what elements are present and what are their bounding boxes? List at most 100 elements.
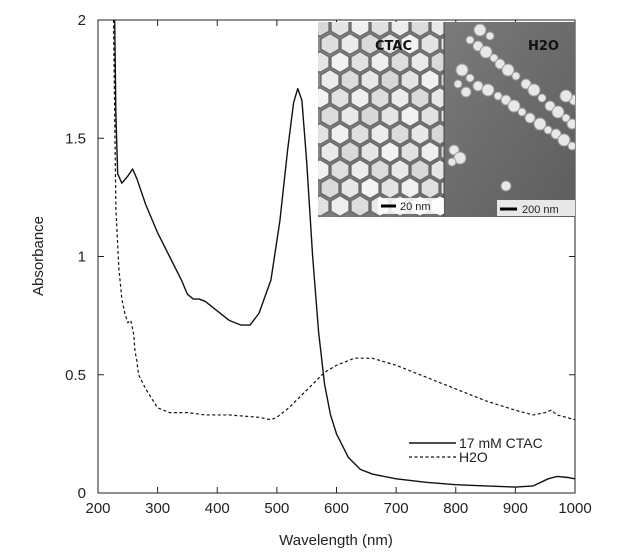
ctac-particle bbox=[318, 158, 330, 182]
h2o-particle bbox=[537, 93, 547, 103]
ctac-particle bbox=[390, 50, 410, 74]
h2o-particle bbox=[551, 105, 565, 119]
h2o-particle bbox=[561, 113, 571, 123]
h2o-particle bbox=[543, 125, 553, 135]
ctac-particle bbox=[390, 22, 410, 38]
ctac-particle bbox=[318, 122, 330, 146]
h2o-particle bbox=[559, 89, 573, 103]
ctac-particle bbox=[420, 140, 440, 164]
h2o-particle bbox=[511, 71, 521, 81]
ctac-particle bbox=[330, 22, 350, 38]
h2o-particle bbox=[460, 86, 472, 98]
h2o-particle bbox=[465, 73, 475, 83]
ctac-particle bbox=[400, 104, 420, 128]
h2o-particle bbox=[520, 78, 532, 90]
h2o-particle bbox=[517, 107, 527, 117]
h2o-particle bbox=[472, 80, 484, 92]
ctac-particle bbox=[320, 68, 340, 92]
ctac-particle bbox=[420, 32, 440, 56]
ctac-particle bbox=[390, 158, 410, 182]
ctac-particle bbox=[370, 50, 390, 74]
ctac-particle bbox=[350, 194, 370, 217]
h2o-particle bbox=[527, 83, 541, 97]
ctac-particle bbox=[380, 140, 400, 164]
h2o-particle bbox=[465, 35, 475, 45]
ctac-particle bbox=[330, 50, 350, 74]
ctac-particle bbox=[340, 176, 360, 200]
ctac-particle bbox=[430, 122, 444, 146]
h2o-particle bbox=[550, 128, 562, 140]
h2o-particle bbox=[481, 83, 495, 97]
x-tick-label: 400 bbox=[205, 500, 230, 517]
ctac-particle bbox=[420, 68, 440, 92]
ctac-particle bbox=[420, 176, 440, 200]
scale-bar-ctac-bg bbox=[378, 198, 444, 214]
y-tick-label: 0 bbox=[78, 485, 86, 502]
ctac-particle bbox=[320, 32, 340, 56]
y-tick-label: 1.5 bbox=[65, 130, 86, 147]
h2o-particle bbox=[533, 117, 547, 131]
ctac-particle bbox=[370, 86, 390, 110]
h2o-particle bbox=[485, 31, 495, 41]
ctac-particle bbox=[380, 32, 400, 56]
ctac-particle bbox=[350, 158, 370, 182]
y-axis-title: Absorbance bbox=[30, 216, 47, 296]
ctac-particle bbox=[360, 140, 380, 164]
legend-label-h2o: H2O bbox=[459, 449, 488, 465]
ctac-particle bbox=[320, 176, 340, 200]
h2o-particle bbox=[472, 40, 484, 52]
sem-image-h2o bbox=[444, 22, 575, 217]
ctac-particle bbox=[330, 86, 350, 110]
x-tick-label: 600 bbox=[324, 500, 349, 517]
ctac-particle bbox=[318, 22, 330, 38]
inset-label-h2o: H2O bbox=[528, 39, 559, 54]
h2o-particle bbox=[500, 94, 512, 106]
ctac-particle bbox=[330, 194, 350, 217]
ctac-particle bbox=[390, 86, 410, 110]
ctac-particle bbox=[440, 108, 444, 124]
ctac-particle bbox=[330, 122, 350, 146]
x-tick-label: 700 bbox=[384, 500, 409, 517]
ctac-particle bbox=[318, 50, 330, 74]
ctac-particle bbox=[380, 104, 400, 128]
ctac-particle bbox=[370, 158, 390, 182]
ctac-particle bbox=[340, 32, 360, 56]
ctac-particle bbox=[360, 32, 380, 56]
y-tick-label: 1 bbox=[78, 249, 86, 266]
h2o-particle bbox=[453, 79, 463, 89]
ctac-particle bbox=[430, 22, 444, 38]
h2o-particle bbox=[524, 112, 536, 124]
x-axis-ticks: 200 300 400 500 600 700 800 900 1000 bbox=[85, 20, 592, 517]
h2o-particle bbox=[566, 118, 575, 130]
ctac-particle bbox=[400, 68, 420, 92]
h2o-particle bbox=[447, 157, 457, 167]
ctac-particle bbox=[390, 122, 410, 146]
h2o-particle bbox=[567, 141, 575, 151]
h2o-particle bbox=[544, 100, 556, 112]
h2o-particle bbox=[493, 91, 503, 101]
ctac-particle bbox=[410, 50, 430, 74]
ctac-particle bbox=[420, 104, 440, 128]
legend-label-ctac: 17 mM CTAC bbox=[459, 435, 543, 451]
x-tick-label: 200 bbox=[85, 500, 110, 517]
scale-label-ctac: 20 nm bbox=[400, 201, 431, 213]
ctac-particle bbox=[380, 68, 400, 92]
ctac-particle bbox=[410, 122, 430, 146]
series-layer bbox=[112, 19, 576, 488]
ctac-particle bbox=[340, 104, 360, 128]
ctac-particle bbox=[370, 122, 390, 146]
ctac-particle bbox=[320, 104, 340, 128]
ctac-particle bbox=[360, 104, 380, 128]
h2o-particle bbox=[507, 99, 521, 113]
h2o-particle bbox=[448, 144, 460, 156]
x-tick-label: 500 bbox=[264, 500, 289, 517]
h2o-particle bbox=[479, 45, 493, 59]
h2o-particle bbox=[557, 133, 571, 147]
h2o-particle bbox=[473, 23, 487, 37]
ctac-particle bbox=[360, 176, 380, 200]
ctac-particle bbox=[440, 180, 444, 196]
x-tick-label: 800 bbox=[443, 500, 468, 517]
x-tick-label: 900 bbox=[503, 500, 528, 517]
h2o-particle bbox=[455, 63, 469, 77]
